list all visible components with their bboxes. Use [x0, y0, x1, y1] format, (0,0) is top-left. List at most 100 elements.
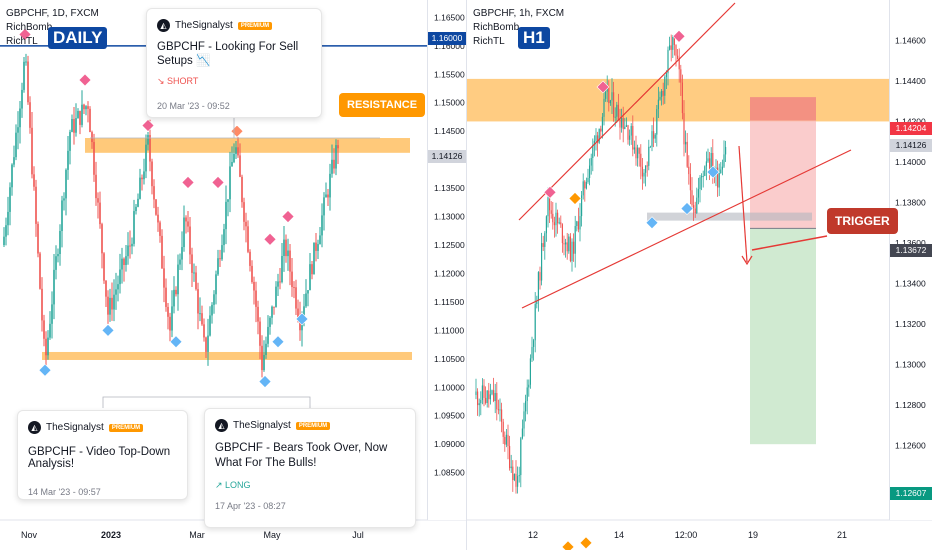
daily-candle: [243, 202, 245, 222]
daily-candle: [217, 258, 219, 275]
daily-candle: [49, 323, 51, 338]
daily-candle: [69, 131, 71, 151]
resistance-zone: [85, 138, 410, 153]
hourly-candle: [526, 387, 528, 402]
daily-candle: [39, 253, 41, 289]
daily-chart-header: GBPCHF, 1D, FXCM RichBomb RichTL: [6, 7, 99, 49]
daily-candle: [291, 271, 293, 288]
signal-marker: [281, 210, 295, 223]
hourly-candle: [709, 158, 711, 169]
daily-candle: [161, 235, 163, 269]
hourly-candle: [560, 222, 562, 225]
idea-card-bears-took-over[interactable]: ◭ TheSignalyst PREMIUM GBPCHF - Bears To…: [204, 408, 416, 528]
hourly-candle: [552, 213, 554, 223]
daily-candle: [185, 217, 187, 222]
hourly-candle: [600, 128, 602, 132]
hourly-candle: [657, 99, 659, 110]
daily-candle: [125, 256, 127, 265]
daily-price-axis[interactable]: 1.165001.160001.155001.150001.145001.140…: [427, 0, 466, 520]
daily-candle: [207, 335, 209, 352]
daily-chart-panel[interactable]: Nov 2023 Mar May Jul 1.16500 1.16000 1.15500 1.…: [0, 0, 467, 550]
hourly-candle: [622, 117, 624, 130]
hourly-candle: [555, 212, 557, 226]
daily-candle: [187, 221, 189, 227]
daily-candle: [333, 159, 335, 169]
hourly-candle: [574, 226, 576, 254]
hourly-candle: [697, 189, 699, 198]
hourly-candle: [627, 125, 629, 140]
daily-candle: [303, 306, 305, 316]
hourly-candle: [611, 92, 613, 101]
hourly-candle: [704, 166, 706, 176]
hourly-candle: [563, 243, 565, 245]
hourly-candle: [651, 131, 653, 147]
idea-card-sell-setups[interactable]: ◭ TheSignalyst PREMIUM GBPCHF - Looking …: [146, 8, 322, 118]
signal-marker: [568, 192, 582, 205]
daily-candle: [73, 119, 75, 133]
daily-candle: [95, 174, 97, 199]
daily-candle: [171, 306, 173, 331]
hourly-candle: [710, 152, 712, 169]
daily-candle: [253, 281, 255, 291]
daily-candle: [267, 326, 269, 344]
daily-y-tick: 1.12000: [434, 268, 465, 278]
daily-candle: [105, 280, 107, 297]
daily-y-tick: 1.14500: [434, 126, 465, 136]
hourly-y-tick: 1.14600: [895, 35, 926, 45]
daily-candle: [201, 313, 203, 325]
hourly-candle: [617, 104, 619, 120]
daily-candle: [109, 297, 111, 315]
hourly-candle: [608, 86, 610, 104]
signal-marker: [263, 232, 277, 246]
card-direction: ↘ SHORT: [157, 76, 199, 86]
signal-marker: [181, 175, 195, 189]
hourly-candle: [648, 146, 650, 166]
hourly-candle: [609, 100, 611, 104]
hourly-candle: [649, 146, 651, 148]
hourly-candle: [520, 438, 522, 476]
reward-box: [750, 228, 816, 445]
card-connector: [90, 118, 380, 139]
hourly-candle: [664, 77, 666, 96]
daily-candle: [165, 287, 167, 307]
daily-candle: [29, 102, 31, 128]
hourly-candle: [515, 473, 517, 487]
target-price-tag: 1.12607: [890, 487, 932, 500]
daily-symbol: GBPCHF, 1D, FXCM: [6, 8, 99, 19]
daily-candle: [93, 142, 95, 175]
hourly-candle: [725, 146, 727, 155]
daily-chart-canvas[interactable]: Nov 2023 Mar May Jul: [0, 0, 466, 550]
daily-candle: [223, 229, 225, 246]
daily-candle: [31, 127, 33, 175]
hourly-candle: [553, 222, 555, 226]
signal-marker: [271, 335, 285, 349]
signal-marker: [680, 202, 694, 215]
h1-badge: H1: [518, 27, 550, 49]
daily-candle: [265, 343, 267, 356]
signal-marker: [141, 119, 155, 132]
idea-card-video-analysis[interactable]: ◭ TheSignalyst PREMIUM GBPCHF - Video To…: [17, 410, 188, 500]
daily-candle: [299, 318, 301, 331]
hourly-price-axis[interactable]: 1.14600 1.14400 1.14200 1.14000 1.13800 1.136…: [889, 0, 932, 520]
daily-candle: [145, 144, 147, 172]
hourly-y-tick: 1.14400: [895, 76, 926, 86]
daily-candle: [179, 259, 181, 265]
daily-x-tick: Jul: [352, 530, 364, 540]
hourly-candle: [702, 175, 704, 177]
hourly-candle: [653, 131, 655, 139]
hourly-chart-panel[interactable]: 12 14 12:00 19 21 1.14600 1.14400 1.14200 1.140…: [467, 0, 932, 550]
hourly-candle: [584, 181, 586, 189]
daily-candle: [153, 186, 155, 200]
daily-candle: [149, 135, 151, 162]
hourly-candle: [499, 409, 501, 411]
hourly-candle: [693, 205, 695, 209]
daily-candle: [313, 242, 315, 275]
hourly-candle: [699, 177, 701, 190]
daily-candle: [317, 244, 319, 251]
hourly-chart-canvas[interactable]: 12 14 12:00 19 21: [467, 0, 932, 550]
hourly-candle: [659, 96, 661, 100]
hourly-x-tick: 14: [614, 530, 624, 540]
daily-candle: [205, 337, 207, 352]
hourly-candle: [661, 90, 663, 97]
daily-x-tick: Mar: [189, 530, 205, 540]
